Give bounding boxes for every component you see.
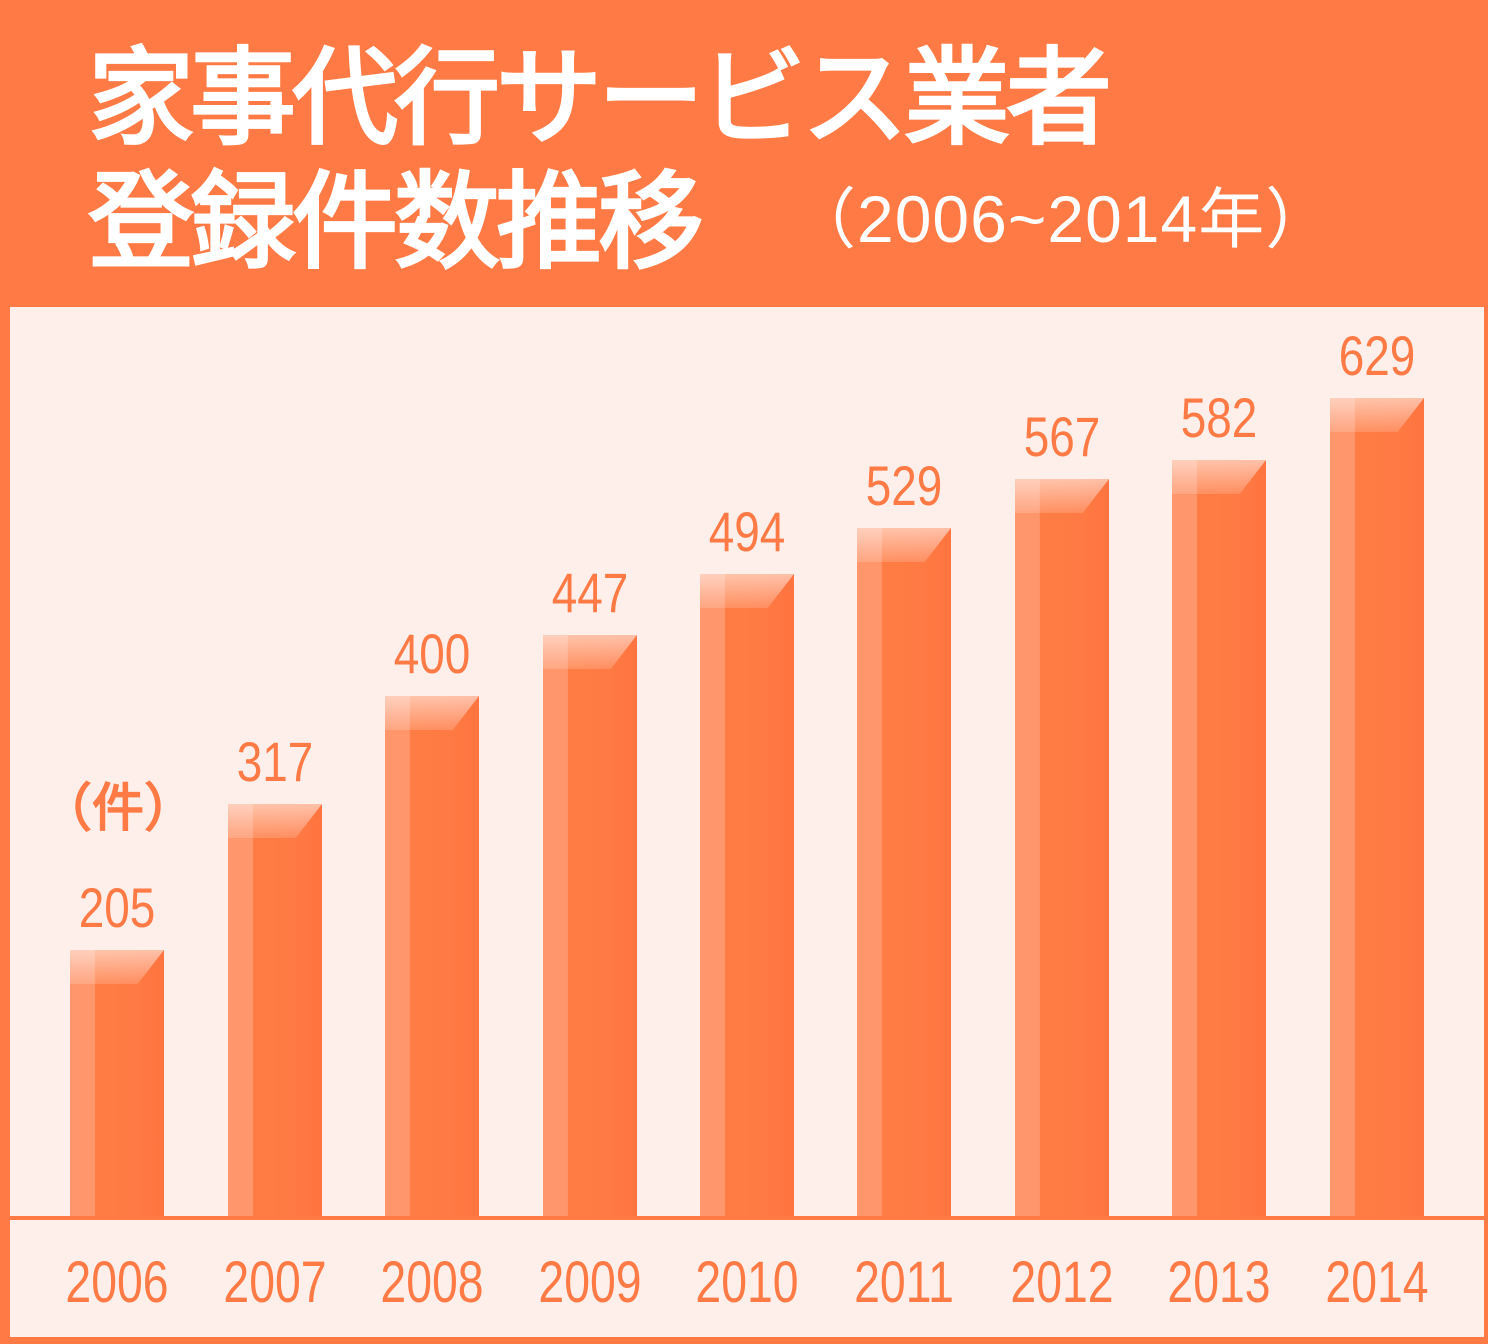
chart-title-line-2: 登録件数推移 [88, 161, 704, 284]
x-tick-label-2008: 2008 [380, 1250, 484, 1315]
bar-2014 [1330, 398, 1424, 1218]
x-tick-label-2007: 2007 [223, 1250, 327, 1315]
bar-2009 [543, 635, 637, 1218]
data-label-2010: 494 [708, 500, 786, 563]
bar-2006 [70, 950, 164, 1218]
data-label-2012: 567 [1023, 405, 1101, 468]
bar-2010 [700, 574, 794, 1218]
data-label-2011: 529 [865, 454, 943, 517]
x-tick-label-2006: 2006 [65, 1250, 169, 1315]
chart-header: 家事代行サービス業者 登録件数推移 （2006~2014年） [0, 0, 1488, 308]
x-axis-baseline [10, 1216, 1484, 1220]
chart-subtitle-year-range: （2006~2014年） [790, 182, 1333, 256]
bar-2011 [857, 528, 951, 1218]
bar-2013 [1172, 460, 1266, 1218]
data-label-2007: 317 [236, 730, 314, 793]
data-label-2013: 582 [1180, 386, 1258, 449]
chart-title-line-1: 家事代行サービス業者 [88, 37, 1112, 160]
x-tick-label-2011: 2011 [854, 1250, 954, 1315]
bar-2007 [228, 804, 322, 1218]
data-label-2008: 400 [393, 622, 471, 685]
x-tick-label-2012: 2012 [1010, 1250, 1114, 1315]
bar-2012 [1015, 479, 1109, 1218]
y-axis-unit-label: （件） [40, 779, 197, 839]
data-label-2014: 629 [1338, 324, 1416, 387]
x-tick-label-2009: 2009 [538, 1250, 642, 1315]
bar-2008 [385, 696, 479, 1218]
x-tick-label-2014: 2014 [1325, 1250, 1429, 1315]
x-tick-label-2010: 2010 [695, 1250, 799, 1315]
x-tick-label-2013: 2013 [1167, 1250, 1271, 1315]
data-label-2009: 447 [551, 561, 629, 624]
data-label-2006: 205 [78, 876, 156, 939]
